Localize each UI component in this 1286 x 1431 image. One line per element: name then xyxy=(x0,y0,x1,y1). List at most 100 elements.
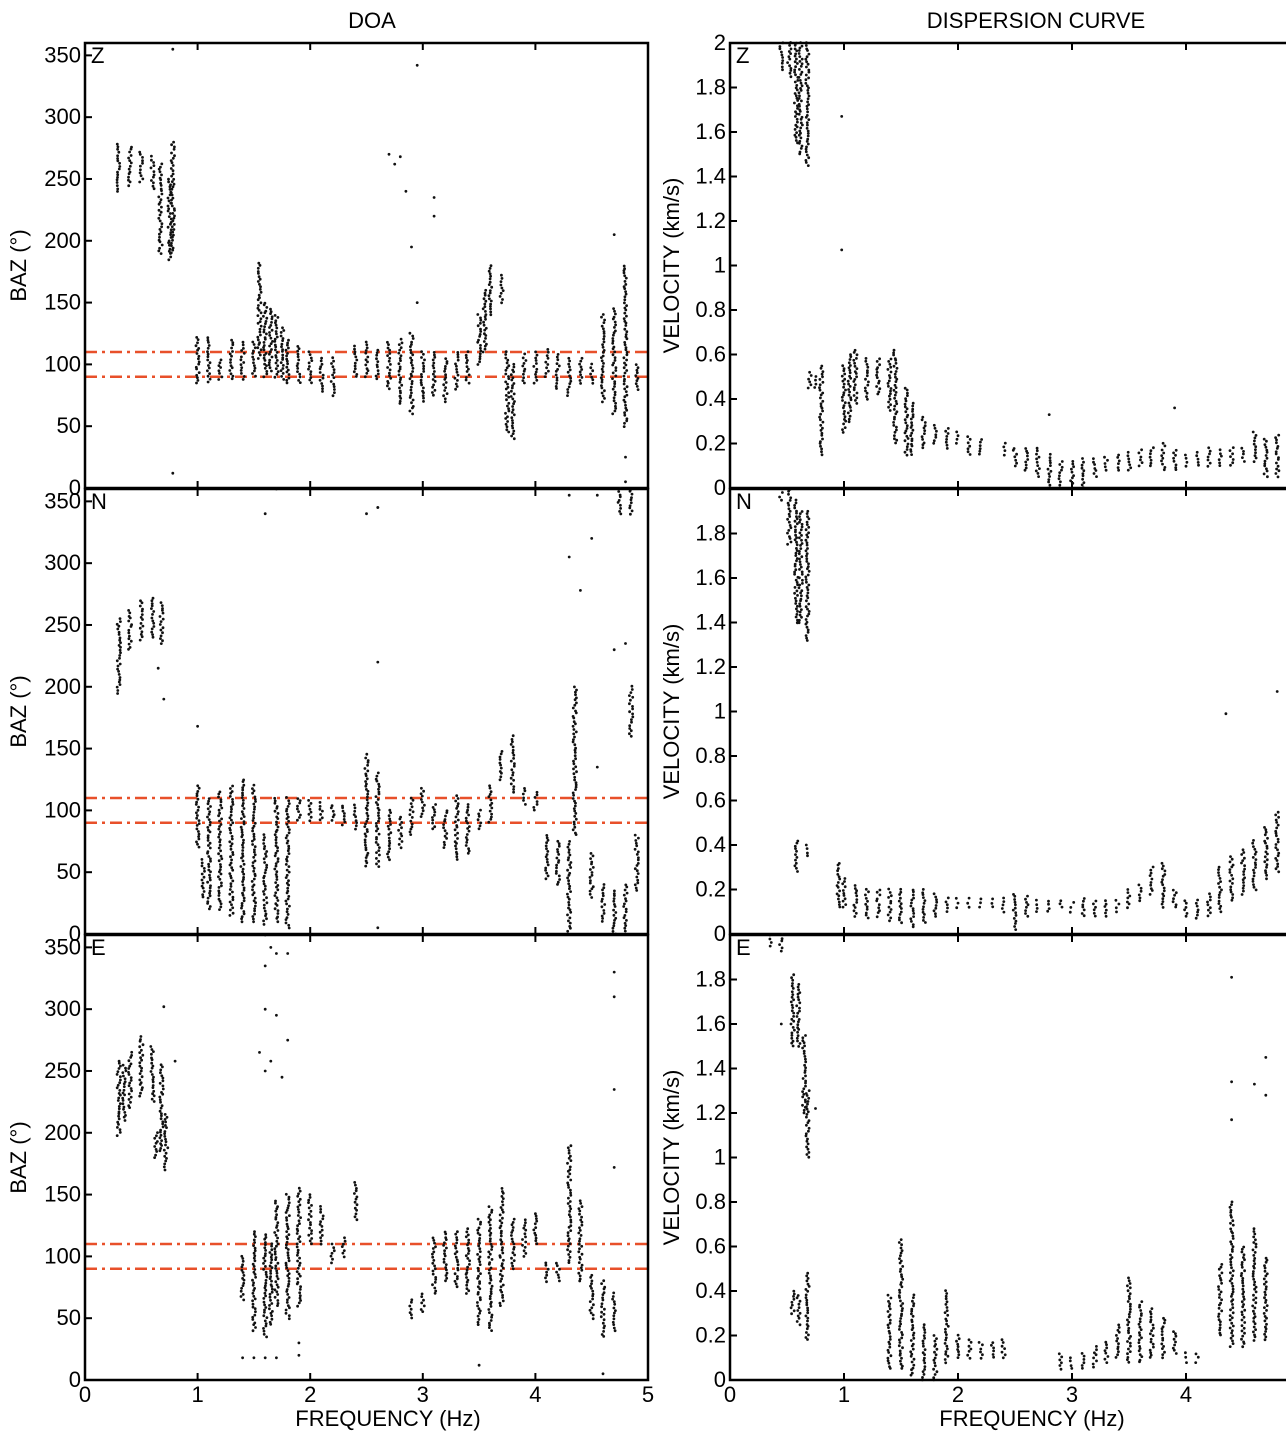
data-point xyxy=(498,1219,502,1222)
data-point xyxy=(1276,862,1280,866)
data-point xyxy=(228,795,232,798)
data-point xyxy=(319,1242,323,1246)
data-point xyxy=(240,796,244,799)
data-point xyxy=(197,371,201,374)
data-point xyxy=(1231,893,1235,896)
data-point xyxy=(398,402,402,405)
data-point xyxy=(1069,1356,1072,1360)
data-point xyxy=(501,1203,505,1207)
data-point xyxy=(400,834,404,838)
data-point xyxy=(566,1231,570,1235)
data-point xyxy=(139,174,143,178)
data-point xyxy=(251,352,255,355)
data-point xyxy=(364,864,368,868)
data-point xyxy=(242,896,246,900)
data-point xyxy=(126,178,130,182)
data-point xyxy=(286,1269,290,1272)
data-point xyxy=(490,815,493,819)
data-point xyxy=(456,802,460,806)
data-point xyxy=(795,112,799,116)
data-point xyxy=(241,891,244,895)
data-point xyxy=(889,908,893,911)
data-point xyxy=(944,440,948,444)
data-point xyxy=(262,375,266,379)
data-point xyxy=(905,434,909,438)
data-point xyxy=(253,369,256,373)
data-point xyxy=(254,1235,257,1238)
data-point xyxy=(363,375,367,379)
component-label: E xyxy=(91,935,106,960)
data-point xyxy=(1264,830,1268,834)
data-point xyxy=(479,316,482,320)
data-point xyxy=(1275,461,1278,465)
data-point xyxy=(268,334,272,337)
y-tick-label: 0 xyxy=(69,475,81,500)
data-point xyxy=(117,1059,121,1063)
data-point xyxy=(365,346,369,350)
data-point xyxy=(364,834,368,838)
data-point xyxy=(264,1249,267,1252)
data-point xyxy=(1117,902,1121,906)
data-point xyxy=(545,366,548,370)
data-point xyxy=(410,805,414,809)
data-point xyxy=(806,628,810,632)
data-point xyxy=(903,450,907,454)
data-point xyxy=(545,853,549,856)
data-point xyxy=(151,1080,155,1084)
data-point xyxy=(805,586,809,589)
data-point xyxy=(443,1252,446,1255)
data-point xyxy=(262,842,266,845)
data-point xyxy=(481,350,485,354)
data-point xyxy=(1129,1302,1132,1306)
data-point xyxy=(398,386,401,390)
data-point xyxy=(903,402,907,406)
data-point xyxy=(252,917,255,921)
data-point xyxy=(567,851,571,854)
data-point xyxy=(804,1074,807,1078)
data-point xyxy=(899,1251,903,1255)
data-point xyxy=(196,341,199,345)
data-point xyxy=(842,894,846,897)
data-point xyxy=(566,1161,569,1165)
data-point xyxy=(802,1049,806,1053)
data-point xyxy=(1277,433,1281,437)
data-point xyxy=(625,885,629,889)
data-point xyxy=(796,1030,799,1034)
data-point xyxy=(399,391,402,395)
data-point xyxy=(1160,448,1164,452)
data-point xyxy=(253,1307,257,1311)
data-point xyxy=(139,1091,142,1095)
data-point xyxy=(955,437,959,441)
data-point xyxy=(634,382,638,386)
data-point xyxy=(911,428,915,432)
data-point xyxy=(160,222,164,226)
data-point xyxy=(421,394,425,398)
data-point xyxy=(636,881,640,885)
data-point xyxy=(443,1254,447,1258)
data-point xyxy=(284,876,288,879)
data-point xyxy=(364,822,367,826)
data-point xyxy=(795,1004,799,1008)
data-point xyxy=(1114,1356,1118,1359)
data-point xyxy=(506,382,509,386)
data-point xyxy=(554,369,558,373)
data-point xyxy=(230,377,234,381)
data-point xyxy=(806,142,810,146)
data-point xyxy=(161,1122,165,1126)
data-point xyxy=(903,431,907,435)
data-point xyxy=(152,187,156,191)
data-point xyxy=(273,340,277,343)
data-point xyxy=(806,535,810,539)
data-point xyxy=(1128,1282,1132,1285)
data-point xyxy=(511,1251,515,1255)
data-point xyxy=(806,567,809,571)
data-point xyxy=(468,1263,471,1266)
data-point xyxy=(790,976,793,980)
data-point xyxy=(545,836,549,840)
data-point xyxy=(488,1281,492,1285)
data-point xyxy=(217,795,220,799)
data-point xyxy=(498,1226,502,1230)
data-point xyxy=(162,697,166,701)
data-point xyxy=(1242,851,1246,854)
data-point xyxy=(153,1145,157,1148)
